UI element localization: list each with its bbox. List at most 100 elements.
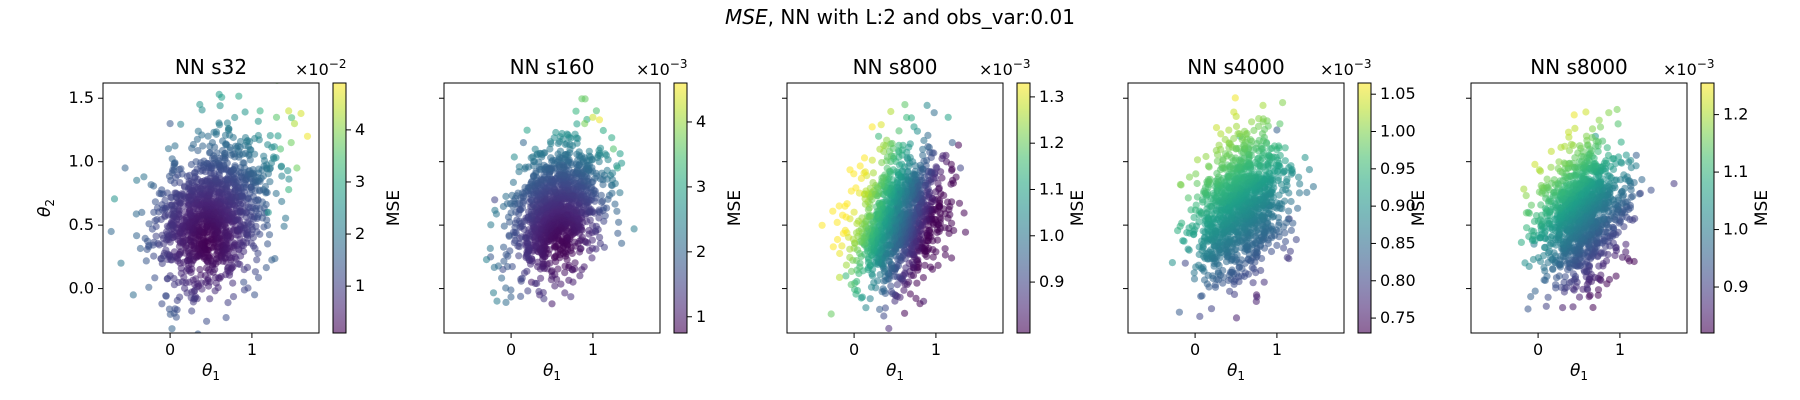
data-point xyxy=(198,106,206,114)
y-axis-label: θ2 xyxy=(35,199,57,217)
data-point xyxy=(954,141,963,149)
data-point xyxy=(509,178,517,186)
data-point xyxy=(503,263,512,271)
data-point xyxy=(1228,266,1236,274)
data-point xyxy=(952,173,960,181)
data-point xyxy=(107,227,115,236)
data-point xyxy=(572,107,580,115)
data-point xyxy=(852,229,861,237)
data-point xyxy=(903,113,911,122)
data-point xyxy=(263,216,271,224)
figure-title: MSE, NN with L:2 and obs_var:0.01 xyxy=(725,5,1075,29)
data-point xyxy=(600,243,609,251)
data-point xyxy=(141,234,149,242)
data-point xyxy=(540,295,548,303)
data-point xyxy=(1192,263,1200,271)
data-point xyxy=(948,139,956,147)
data-point xyxy=(561,289,569,297)
data-point xyxy=(1179,237,1187,245)
colorbar-offset-text: ×10−2 xyxy=(295,57,346,79)
colorbar-tick-label: 2 xyxy=(355,224,365,243)
data-point xyxy=(136,244,144,253)
data-point xyxy=(1273,126,1281,134)
data-point xyxy=(132,210,140,218)
data-point xyxy=(929,253,937,261)
data-point xyxy=(846,245,854,253)
data-point xyxy=(592,107,601,115)
colorbar-tick-label: 3 xyxy=(696,177,706,196)
data-point xyxy=(231,162,239,170)
data-point xyxy=(487,221,495,229)
data-point xyxy=(901,101,909,109)
data-point xyxy=(878,288,886,296)
data-point xyxy=(254,249,262,257)
data-point xyxy=(511,219,520,227)
data-point xyxy=(254,274,263,282)
data-point xyxy=(1200,233,1208,242)
data-point xyxy=(611,180,619,188)
data-point xyxy=(192,158,200,166)
data-point xyxy=(557,280,565,288)
data-point xyxy=(219,137,227,145)
data-point xyxy=(829,207,837,215)
data-point xyxy=(1190,269,1198,277)
data-point xyxy=(272,113,281,121)
data-point xyxy=(1287,197,1295,206)
scatter-points xyxy=(1168,94,1317,322)
data-point xyxy=(523,126,531,134)
colorbar xyxy=(673,82,688,334)
data-point xyxy=(303,132,312,140)
data-point xyxy=(603,204,611,212)
data-point xyxy=(876,305,884,313)
data-point xyxy=(1211,281,1219,289)
data-point xyxy=(522,240,530,248)
data-point xyxy=(284,167,292,175)
data-point xyxy=(1224,276,1233,285)
data-point xyxy=(510,153,518,161)
data-point xyxy=(575,148,583,156)
data-point xyxy=(270,143,278,151)
data-point xyxy=(568,249,576,257)
data-point xyxy=(552,128,560,137)
data-point xyxy=(157,255,165,263)
offset-exponent: −3 xyxy=(1013,57,1031,71)
data-point xyxy=(600,217,608,225)
data-point xyxy=(609,169,617,177)
data-point xyxy=(264,240,272,248)
colorbar-tick-label: 2 xyxy=(696,242,706,261)
data-point xyxy=(521,183,529,191)
data-point xyxy=(1294,204,1302,212)
y-axis-label-subscript: 2 xyxy=(43,199,57,207)
data-point xyxy=(842,272,850,280)
figure-title-rest: , NN with L:2 and obs_var:0.01 xyxy=(768,5,1075,29)
data-point xyxy=(151,274,159,282)
data-point xyxy=(876,145,884,153)
data-point xyxy=(142,257,150,265)
data-point xyxy=(891,297,899,305)
data-point xyxy=(274,132,282,140)
offset-base: ×10 xyxy=(636,60,670,79)
data-point xyxy=(297,109,305,118)
data-point xyxy=(589,113,597,121)
data-point xyxy=(162,292,170,300)
data-point xyxy=(885,324,893,333)
data-point xyxy=(1279,186,1287,195)
data-point xyxy=(206,295,214,303)
data-point xyxy=(254,117,262,125)
data-point xyxy=(208,139,216,147)
data-point xyxy=(1280,244,1288,252)
data-point xyxy=(150,208,158,216)
data-point xyxy=(960,209,968,217)
data-point xyxy=(203,317,211,325)
data-point xyxy=(502,298,510,306)
data-point xyxy=(592,169,600,177)
data-point xyxy=(588,236,597,244)
data-point xyxy=(926,263,935,271)
x-axis-label: θ1 xyxy=(886,361,904,383)
data-point xyxy=(618,159,626,167)
data-point xyxy=(510,239,518,247)
data-point xyxy=(839,229,848,237)
data-point xyxy=(1303,188,1311,197)
